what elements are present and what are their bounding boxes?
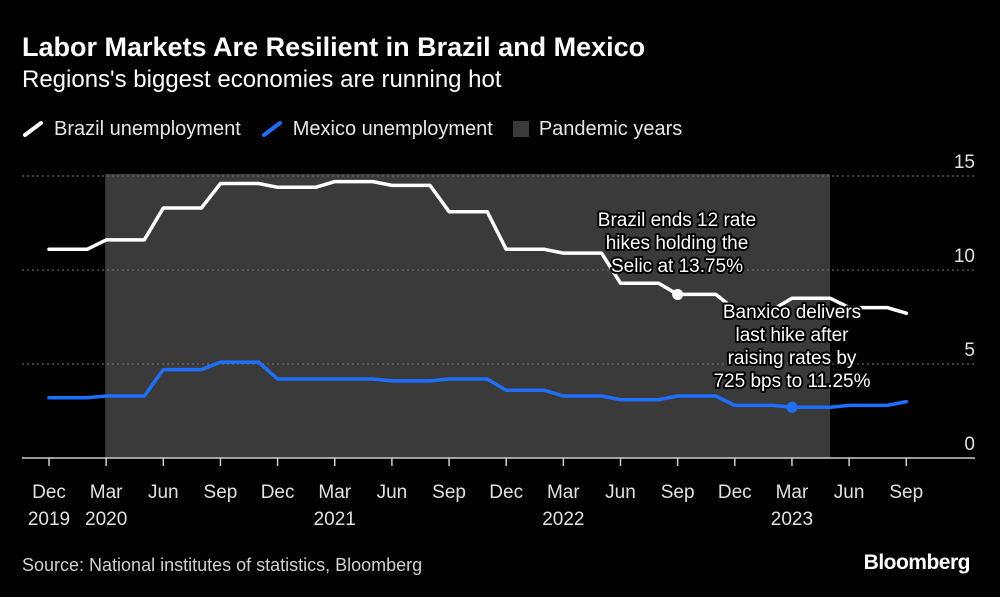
legend-item-brazil: Brazil unemployment <box>22 118 241 141</box>
x-tick-label-sep-33: Sep <box>661 482 695 503</box>
x-tick-year-2020: 2020 <box>85 509 127 530</box>
annotation-text-mexico-2: raising rates by <box>728 348 857 369</box>
x-tick-label-sep-45: Sep <box>889 482 923 503</box>
x-tick-year-2021: 2021 <box>314 509 356 530</box>
x-tick-label-jun-42: Jun <box>834 482 865 503</box>
legend-line-icon-brazil <box>23 121 43 137</box>
x-tick-label-mar-3: Mar <box>90 482 123 503</box>
legend-item-mexico: Mexico unemployment <box>261 118 493 141</box>
annotation-text-brazil-0: Brazil ends 12 rate <box>598 210 756 231</box>
x-tick-label-dec-36: Dec <box>718 482 752 503</box>
legend-line-icon-mexico <box>261 121 282 137</box>
annotation-marker-brazil <box>672 288 684 300</box>
x-tick-label-sep-9: Sep <box>204 482 238 503</box>
source-note: Source: National institutes of statistic… <box>22 555 423 575</box>
x-tick-label-jun-6: Jun <box>148 482 179 503</box>
bloomberg-logo: Bloomberg <box>863 551 971 574</box>
x-tick-year-2023: 2023 <box>771 509 813 530</box>
x-tick-label-dec-0: Dec <box>32 482 66 503</box>
y-tick-label-15: 15 <box>954 152 975 173</box>
y-tick-label-0: 0 <box>964 434 975 455</box>
annotation-text-mexico-3: 725 bps to 11.25% <box>713 371 870 392</box>
pandemic-shaded-region <box>105 174 831 458</box>
legend-box-icon-pandemic <box>512 121 529 137</box>
x-tick-label-mar-15: Mar <box>318 482 351 503</box>
legend-label-mexico: Mexico unemployment <box>292 117 493 140</box>
x-tick-label-mar-27: Mar <box>547 482 580 503</box>
x-tick-year-2019: 2019 <box>28 509 70 530</box>
x-tick-label-sep-21: Sep <box>432 482 466 503</box>
x-tick-label-mar-39: Mar <box>776 482 809 503</box>
x-tick-label-jun-18: Jun <box>377 482 408 503</box>
annotation-text-mexico-0: Banxico delivers <box>723 302 861 323</box>
y-tick-label-10: 10 <box>954 246 975 267</box>
legend-label-pandemic: Pandemic years <box>538 117 683 140</box>
series-line-brazil <box>47 179 909 315</box>
legend-label-brazil: Brazil unemployment <box>54 117 241 140</box>
annotation-text-brazil-1: hikes holding the <box>606 233 749 254</box>
annotation-text-brazil-2: Selic at 13.75% <box>611 256 743 277</box>
x-tick-label-dec-24: Dec <box>489 482 523 503</box>
x-tick-year-2022: 2022 <box>542 509 584 530</box>
chart-subtitle: Regions's biggest economies are running … <box>22 66 502 93</box>
annotation-marker-mexico <box>786 401 798 413</box>
chart-title: Labor Markets Are Resilient in Brazil an… <box>22 32 646 62</box>
chart-legend: Brazil unemployment Mexico unemployment … <box>22 115 702 143</box>
series-line-mexico <box>47 360 909 409</box>
x-tick-label-dec-12: Dec <box>261 482 295 503</box>
x-tick-label-jun-30: Jun <box>605 482 636 503</box>
annotation-text-mexico-1: last hike after <box>736 325 850 346</box>
y-tick-label-5: 5 <box>964 340 975 361</box>
legend-item-pandemic: Pandemic years <box>512 117 683 141</box>
